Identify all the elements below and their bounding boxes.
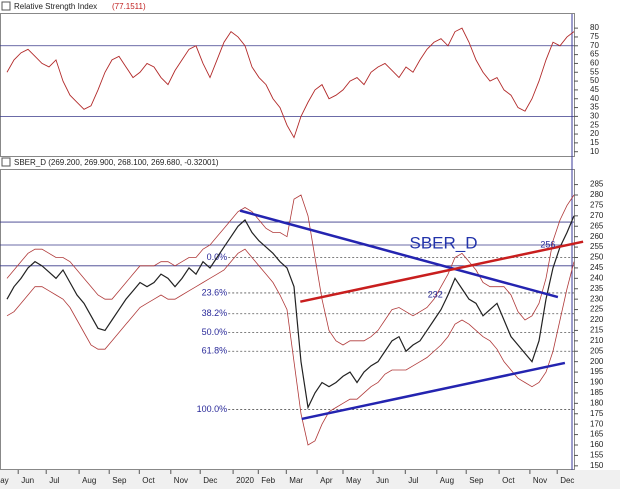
price-line	[6, 215, 575, 410]
y-tick-label: 205	[590, 346, 604, 355]
y-tick-label: 80	[590, 23, 599, 32]
y-tick-label: 55	[590, 67, 599, 76]
price-title: SBER_D (269.200, 269.900, 268.100, 269.6…	[14, 158, 219, 167]
x-tick-label: 2020	[236, 476, 254, 485]
y-tick-label: 180	[590, 398, 604, 407]
x-tick-label: Sep	[112, 476, 127, 485]
price-label: 256	[540, 239, 555, 249]
trendline	[301, 361, 566, 421]
x-tick-label: Apr	[320, 476, 333, 485]
y-tick-label: 50	[590, 76, 599, 85]
y-tick-label: 160	[590, 440, 604, 449]
y-tick-label: 175	[590, 409, 604, 418]
x-tick-label: Jul	[408, 476, 418, 485]
x-tick-label: Feb	[261, 476, 275, 485]
y-tick-label: 260	[590, 232, 604, 241]
x-tick-label: Aug	[440, 476, 454, 485]
rsi-title: Relative Strength Index	[14, 2, 97, 11]
fib-label: 50.0%	[202, 327, 228, 337]
y-tick-label: 275	[590, 201, 604, 210]
y-tick-label: 225	[590, 305, 604, 314]
fib-label: 38.2%	[202, 308, 228, 318]
fib-label: 61.8%	[202, 346, 228, 356]
y-tick-label: 230	[590, 294, 604, 303]
y-tick-label: 195	[590, 367, 604, 376]
time-axis	[0, 470, 620, 489]
y-tick-label: 185	[590, 388, 604, 397]
x-tick-label: Jul	[49, 476, 59, 485]
annotation: SBER_D	[410, 233, 478, 252]
y-tick-label: 155	[590, 451, 604, 460]
y-tick-label: 265	[590, 221, 604, 230]
y-tick-label: 280	[590, 190, 604, 199]
y-tick-label: 255	[590, 242, 604, 251]
x-tick-label: Dec	[560, 476, 574, 485]
x-tick-label: May	[346, 476, 361, 485]
y-tick-label: 240	[590, 273, 604, 282]
fib-label: 23.6%	[202, 287, 228, 297]
y-tick-label: 15	[590, 138, 599, 147]
x-tick-label: Oct	[142, 476, 155, 485]
panel-icon	[1, 1, 11, 11]
x-tick-label: ay	[0, 476, 8, 485]
y-tick-label: 25	[590, 120, 599, 129]
x-tick-label: Nov	[174, 476, 188, 485]
rsi-line	[6, 27, 575, 139]
x-tick-label: Sep	[469, 476, 484, 485]
y-tick-label: 20	[590, 129, 599, 138]
y-tick-label: 250	[590, 253, 604, 262]
panel-icon	[1, 157, 11, 167]
y-tick-label: 285	[590, 180, 604, 189]
y-tick-label: 60	[590, 59, 599, 68]
trendline	[239, 209, 559, 299]
price-label: 232	[428, 289, 443, 299]
rsi-subtitle: (77.1511)	[112, 2, 146, 11]
y-tick-label: 210	[590, 336, 604, 345]
y-tick-label: 65	[590, 50, 599, 59]
y-tick-label: 150	[590, 461, 604, 470]
y-tick-label: 165	[590, 430, 604, 439]
y-tick-label: 215	[590, 326, 604, 335]
y-tick-label: 190	[590, 378, 604, 387]
x-tick-label: Dec	[203, 476, 217, 485]
y-tick-label: 235	[590, 284, 604, 293]
y-tick-label: 30	[590, 112, 599, 121]
x-tick-label: Aug	[82, 476, 96, 485]
y-tick-label: 170	[590, 419, 604, 428]
y-tick-label: 245	[590, 263, 604, 272]
lower-band	[6, 248, 575, 446]
x-tick-label: Jun	[376, 476, 389, 485]
y-tick-label: 40	[590, 94, 599, 103]
x-tick-label: Mar	[289, 476, 303, 485]
y-tick-label: 75	[590, 32, 599, 41]
trendline	[300, 240, 584, 303]
y-tick-label: 35	[590, 103, 599, 112]
rsi-panel	[0, 13, 575, 157]
x-tick-label: Jun	[21, 476, 34, 485]
x-tick-label: Nov	[533, 476, 547, 485]
y-tick-label: 70	[590, 41, 599, 50]
fib-label: 100.0%	[197, 404, 228, 414]
y-tick-label: 270	[590, 211, 604, 220]
y-tick-label: 220	[590, 315, 604, 324]
y-tick-label: 45	[590, 85, 599, 94]
y-tick-label: 10	[590, 147, 599, 156]
y-tick-label: 200	[590, 357, 604, 366]
x-tick-label: Oct	[502, 476, 515, 485]
